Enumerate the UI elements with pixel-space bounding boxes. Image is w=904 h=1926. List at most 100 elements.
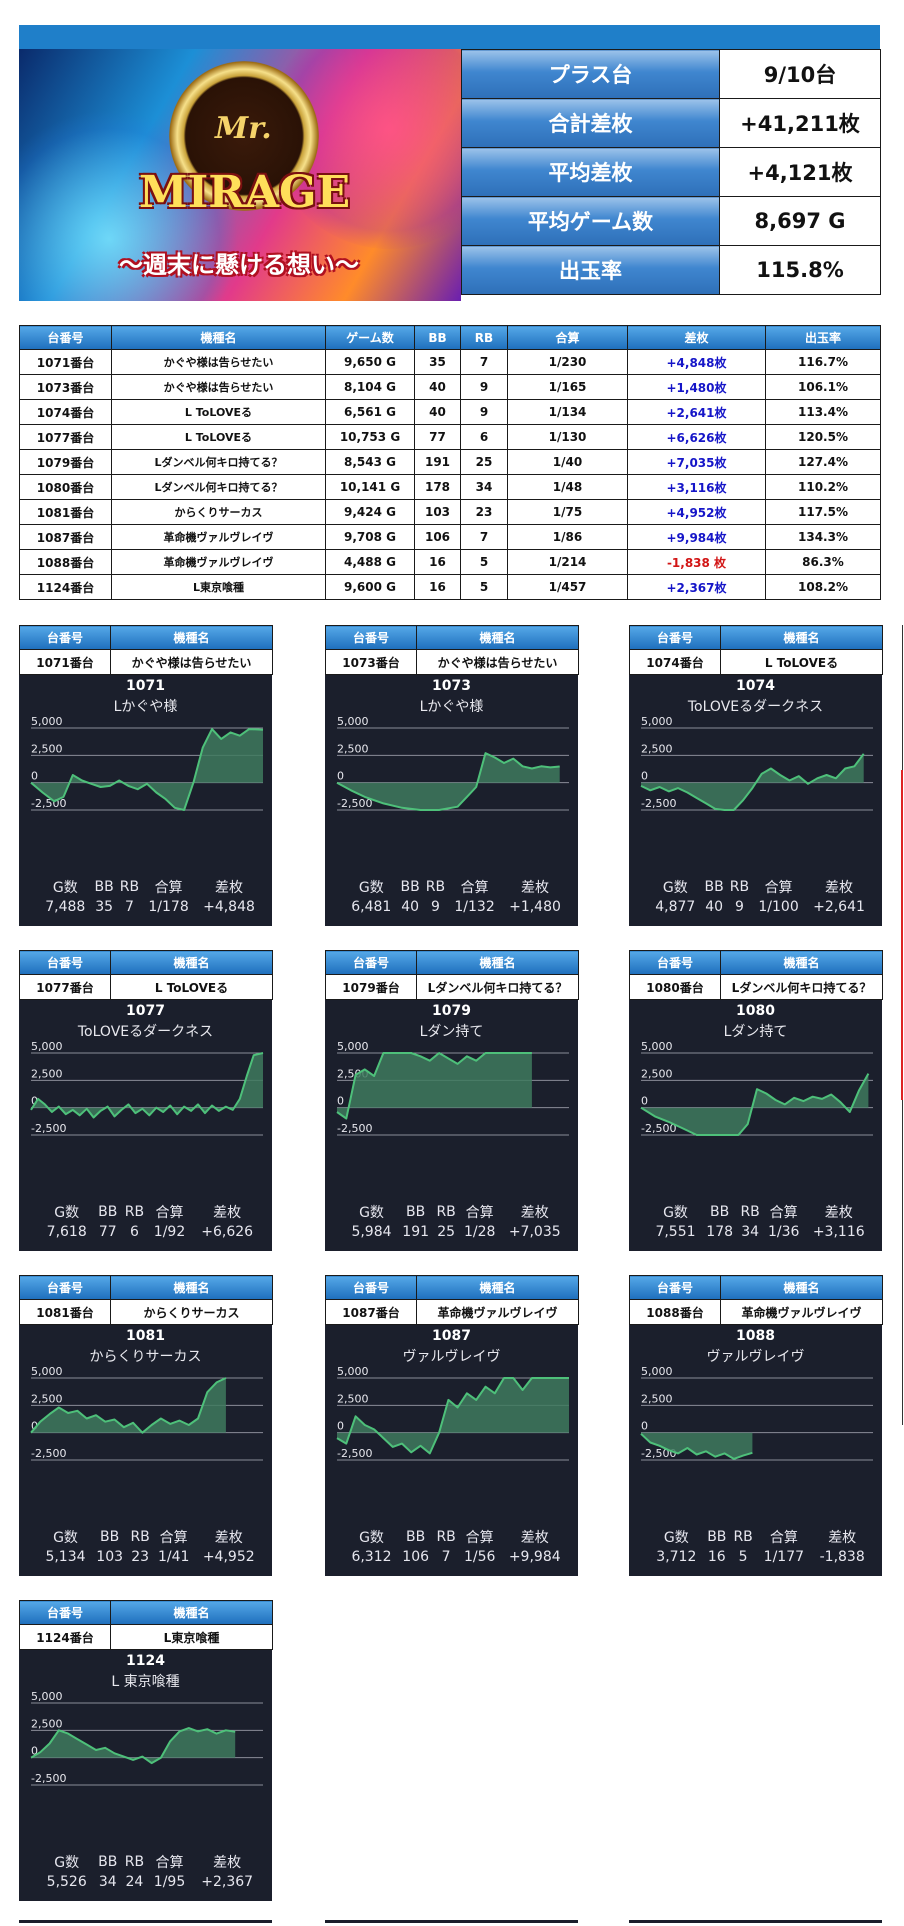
machine-chart-card: 台番号 機種名 1088番台 革命機ヴァルヴレイヴ 1088 ヴァルヴレイヴ 5,000 2,… bbox=[629, 1275, 883, 1576]
cell-model: Lダンベル何キロ持てる？ bbox=[111, 474, 326, 500]
cell-no: 1073番台 bbox=[19, 374, 112, 400]
cell-rate: 117.5% bbox=[765, 499, 881, 525]
card-header-no: 台番号 bbox=[325, 625, 417, 650]
chart-panel: 1079 Lダン持て 5,000 2,500 0 -2,500 G数 BB RB 合算 差枚 5,98… bbox=[325, 1000, 578, 1251]
cell-model: L ToLOVEる bbox=[111, 424, 326, 450]
stat-header: RB bbox=[119, 879, 140, 895]
table-row: 1071番台 かぐや様は告らせたい 9,650 G 35 7 1/230 +4,848枚 11… bbox=[19, 349, 881, 375]
series-line bbox=[640, 753, 865, 811]
cell-rate: 116.7% bbox=[765, 349, 881, 375]
y-tick-label: 5,000 bbox=[31, 715, 63, 728]
y-tick-label: -2,500 bbox=[31, 1772, 66, 1785]
chart-machine-id: 1077 bbox=[126, 1003, 165, 1019]
chart-panel: 1088 ヴァルヴレイヴ 5,000 2,500 0 -2,500 G数 BB RB 合算 差枚 3,… bbox=[629, 1325, 882, 1576]
summary-row: プラス台 9/10台 bbox=[461, 49, 881, 99]
card-header-model: 機種名 bbox=[110, 1275, 273, 1300]
cell-no: 1077番台 bbox=[19, 424, 112, 450]
cell-diff: +2,367枚 bbox=[627, 574, 766, 600]
chart-title: ToLOVEるダークネス bbox=[687, 699, 824, 715]
stat-value-diff: +2,641 bbox=[813, 899, 865, 915]
stat-value-diff: +7,035 bbox=[508, 1224, 561, 1240]
cell-games: 4,488 G bbox=[325, 549, 415, 575]
cell-rb: 7 bbox=[460, 524, 508, 550]
cell-bb: 40 bbox=[414, 399, 461, 425]
chart-svg: 5,000 2,500 0 -2,500 bbox=[30, 1365, 263, 1461]
column-header: ゲーム数 bbox=[325, 325, 415, 350]
stat-header: 差枚 bbox=[213, 1205, 242, 1221]
cell-no: 1071番台 bbox=[19, 349, 112, 375]
card-machine-no: 1124番台 bbox=[19, 1624, 111, 1650]
summary-row: 平均差枚 +4,121枚 bbox=[461, 147, 881, 197]
summary-table: プラス台 9/10台 合計差枚 +41,211枚 平均差枚 +4,121枚 平均ゲーム数 8,… bbox=[461, 49, 881, 295]
card-machine-model: かぐや様は告らせたい bbox=[416, 649, 579, 675]
y-tick-label: 0 bbox=[31, 1745, 38, 1758]
card-machine-model: 革命機ヴァルヴレイヴ bbox=[416, 1299, 579, 1325]
stat-header: BB bbox=[707, 1529, 727, 1545]
card-machine-no: 1081番台 bbox=[19, 1299, 111, 1325]
stat-value-combined: 1/177 bbox=[763, 1549, 805, 1565]
cell-no: 1081番台 bbox=[19, 499, 112, 525]
series-line bbox=[336, 752, 560, 811]
series-line bbox=[30, 728, 264, 811]
stat-header: G数 bbox=[663, 1530, 689, 1546]
card-header-table: 台番号 機種名 1079番台 Lダンベル何キロ持てる？ bbox=[325, 950, 579, 1000]
table-row: 1080番台 Lダンベル何キロ持てる？ 10,141 G 178 34 1/48 +3,11… bbox=[19, 474, 881, 500]
stat-header: RB bbox=[740, 1204, 760, 1220]
machine-chart-card: 台番号 機種名 1081番台 からくりサーカス 1081 からくりサーカス 5,000 2,5… bbox=[19, 1275, 273, 1576]
cell-model: 革命機ヴァルヴレイヴ bbox=[111, 524, 326, 550]
table-row: 1077番台 L ToLOVEる 10,753 G 77 6 1/130 +6,626枚 12… bbox=[19, 424, 881, 450]
cell-bb: 40 bbox=[414, 374, 461, 400]
stat-header: G数 bbox=[662, 880, 688, 896]
stat-value-combined: 1/28 bbox=[463, 1224, 496, 1240]
stat-value-g: 7,551 bbox=[655, 1224, 696, 1240]
chart-panel: 1073 Lかぐや様 5,000 2,500 0 -2,500 G数 BB RB 合算 差枚 6,48… bbox=[325, 675, 578, 926]
card-machine-model: かぐや様は告らせたい bbox=[110, 649, 273, 675]
stat-value-rb: 9 bbox=[430, 899, 440, 915]
card-header-table: 台番号 機種名 1124番台 L東京喰種 bbox=[19, 1600, 273, 1650]
card-header-model: 機種名 bbox=[720, 1275, 883, 1300]
chart-stats-table: G数 BB RB 合算 差枚 5,984 191 25 1/28 +7,035 bbox=[345, 1202, 569, 1242]
stat-value-diff: +2,367 bbox=[201, 1874, 254, 1890]
stat-value-diff: +4,952 bbox=[202, 1549, 255, 1565]
stat-header: RB bbox=[436, 1204, 456, 1220]
column-header: BB bbox=[414, 325, 461, 350]
stat-header: BB bbox=[400, 879, 420, 895]
table-row: 1087番台 革命機ヴァルヴレイヴ 9,708 G 106 7 1/86 +9,984枚 13… bbox=[19, 524, 881, 550]
stat-header: 差枚 bbox=[828, 1530, 857, 1546]
stat-header: G数 bbox=[358, 880, 384, 896]
stat-value-bb: 16 bbox=[707, 1549, 726, 1565]
cell-games: 6,561 G bbox=[325, 399, 415, 425]
card-header-table: 台番号 機種名 1080番台 Lダンベル何キロ持てる？ bbox=[629, 950, 883, 1000]
stat-header: 差枚 bbox=[825, 880, 853, 896]
y-tick-label: 0 bbox=[31, 1095, 38, 1108]
series-line bbox=[640, 1433, 753, 1460]
card-header-model: 機種名 bbox=[720, 950, 883, 975]
stat-header: 合算 bbox=[769, 1530, 798, 1546]
y-tick-label: -2,500 bbox=[337, 1447, 372, 1460]
stat-value-g: 5,134 bbox=[45, 1549, 86, 1565]
series-area bbox=[641, 753, 864, 810]
summary-value: 115.8% bbox=[719, 245, 881, 295]
cell-no: 1079番台 bbox=[19, 449, 112, 475]
stat-header: BB bbox=[98, 1854, 118, 1870]
chart-stats-table: G数 BB RB 合算 差枚 5,526 34 24 1/95 +2,367 bbox=[39, 1852, 263, 1892]
stat-header: 合算 bbox=[460, 880, 489, 896]
chart-panel: 1074 ToLOVEるダークネス 5,000 2,500 0 -2,500 G数 BB RB 合… bbox=[629, 675, 882, 926]
cell-rate: 110.2% bbox=[765, 474, 881, 500]
stat-value-bb: 35 bbox=[95, 899, 114, 915]
y-tick-label: 2,500 bbox=[31, 1067, 63, 1080]
chart-machine-id: 1124 bbox=[126, 1653, 165, 1669]
stat-header: RB bbox=[436, 1529, 456, 1545]
chart-svg: 5,000 2,500 0 -2,500 bbox=[30, 1040, 264, 1136]
machine-list-table: 台番号 機種名 ゲーム数 BB RB 合算 差枚 出玉率 1071番台 かぐや様は告らせたい 9,… bbox=[19, 325, 881, 600]
machine-chart-card: 台番号 機種名 1087番台 革命機ヴァルヴレイヴ 1087 ヴァルヴレイヴ 5,000 2,… bbox=[325, 1275, 579, 1576]
stat-value-rb: 5 bbox=[738, 1549, 748, 1565]
machine-chart-card: 台番号 機種名 1079番台 Lダンベル何キロ持てる？ 1079 Lダン持て 5,000 2,… bbox=[325, 950, 579, 1251]
stat-value-bb: 191 bbox=[402, 1224, 430, 1240]
stat-header: 合算 bbox=[465, 1530, 494, 1546]
card-machine-no: 1079番台 bbox=[325, 974, 417, 1000]
cell-rate: 106.1% bbox=[765, 374, 881, 400]
summary-value: +4,121枚 bbox=[719, 147, 881, 197]
card-header-no: 台番号 bbox=[19, 950, 111, 975]
cell-diff: +9,984枚 bbox=[627, 524, 766, 550]
